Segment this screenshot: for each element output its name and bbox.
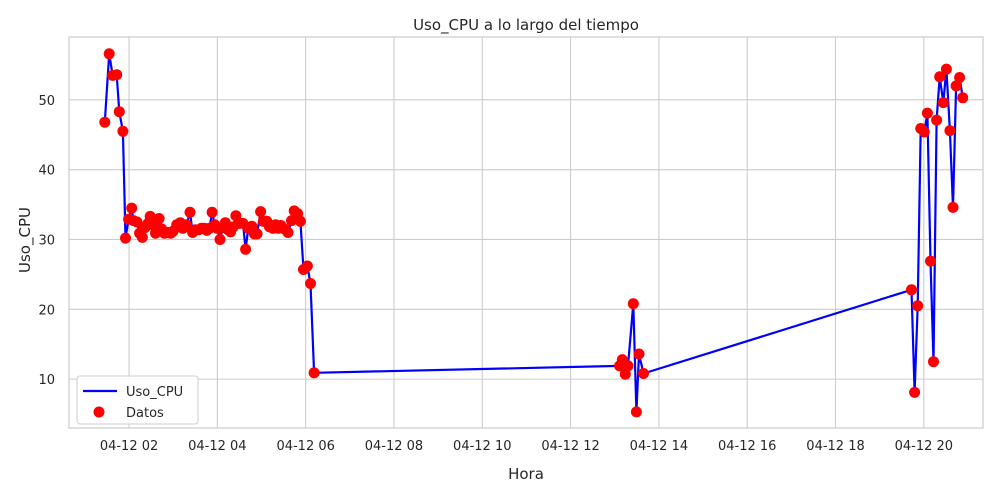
y-tick-label: 10 — [38, 373, 55, 388]
y-tick-label: 30 — [38, 233, 55, 248]
data-point — [906, 284, 917, 296]
data-point — [301, 260, 313, 272]
data-point — [99, 116, 111, 128]
data-point — [940, 63, 952, 75]
legend-box — [76, 375, 199, 425]
x-tick-label: 04-12 02 — [100, 439, 158, 454]
data-point — [153, 213, 165, 224]
data-point — [937, 97, 949, 109]
legend-label-datos: Datos — [126, 406, 164, 421]
data-point — [622, 360, 634, 372]
data-point — [144, 210, 156, 222]
data-point — [921, 107, 933, 119]
data-point — [214, 234, 226, 245]
data-point — [131, 216, 143, 228]
data-point — [944, 125, 956, 137]
x-tick-label: 04-12 04 — [188, 439, 246, 454]
legend: Uso_CPU Datos — [76, 375, 199, 425]
x-tick-label: 04-12 10 — [453, 439, 511, 454]
x-tick-label: 04-12 18 — [806, 439, 864, 454]
data-point — [950, 80, 962, 92]
data-point — [947, 201, 959, 213]
data-point — [294, 215, 306, 227]
data-point — [181, 219, 192, 231]
data-point — [206, 206, 218, 218]
y-tick-labels: 10 20 30 40 50 — [38, 94, 55, 388]
y-axis-title: Uso_CPU — [16, 207, 35, 273]
data-point — [126, 202, 138, 214]
data-point — [627, 298, 639, 310]
data-point — [255, 206, 267, 218]
data-point — [282, 227, 294, 238]
x-tick-label: 04-12 16 — [718, 439, 776, 454]
x-tick-labels: 04-12 02 04-12 04 04-12 06 04-12 08 04-12 10… — [100, 439, 953, 454]
data-point — [111, 69, 123, 81]
data-point — [630, 406, 642, 418]
data-point — [925, 255, 936, 267]
y-gridlines — [69, 99, 983, 380]
data-point — [251, 228, 263, 240]
x-tick-label: 04-12 20 — [895, 439, 953, 454]
data-point — [909, 386, 921, 398]
data-point — [934, 71, 946, 83]
data-point — [633, 348, 645, 360]
data-point — [918, 126, 930, 138]
data-point — [931, 114, 943, 126]
data-point — [912, 300, 924, 312]
legend-label-uso-cpu: Uso_CPU — [126, 385, 183, 400]
x-tick-label: 04-12 14 — [630, 439, 688, 454]
chart-title: Uso_CPU a lo largo del tiempo — [413, 16, 639, 35]
x-tick-label: 04-12 08 — [365, 439, 423, 454]
y-tick-label: 50 — [38, 94, 55, 109]
plot-frame — [68, 36, 984, 429]
data-point — [240, 243, 252, 255]
data-point — [136, 231, 148, 243]
data-point — [308, 367, 320, 379]
x-axis-title: Hora — [508, 465, 544, 483]
y-tick-label: 40 — [38, 164, 55, 179]
data-point — [638, 368, 649, 379]
data-point — [954, 72, 966, 83]
x-tick-label: 04-12 06 — [276, 439, 334, 454]
data-point — [928, 356, 939, 368]
data-point — [113, 106, 125, 118]
y-tick-label: 20 — [38, 303, 55, 318]
x-tick-label: 04-12 12 — [541, 439, 599, 454]
data-point — [103, 48, 115, 60]
data-point — [619, 368, 631, 380]
data-point — [305, 278, 316, 289]
data-point — [117, 125, 129, 137]
data-point — [184, 206, 196, 218]
legend-marker-swatch — [93, 406, 105, 418]
data-point — [957, 92, 969, 104]
series-datos — [99, 48, 969, 418]
data-point — [120, 232, 131, 244]
